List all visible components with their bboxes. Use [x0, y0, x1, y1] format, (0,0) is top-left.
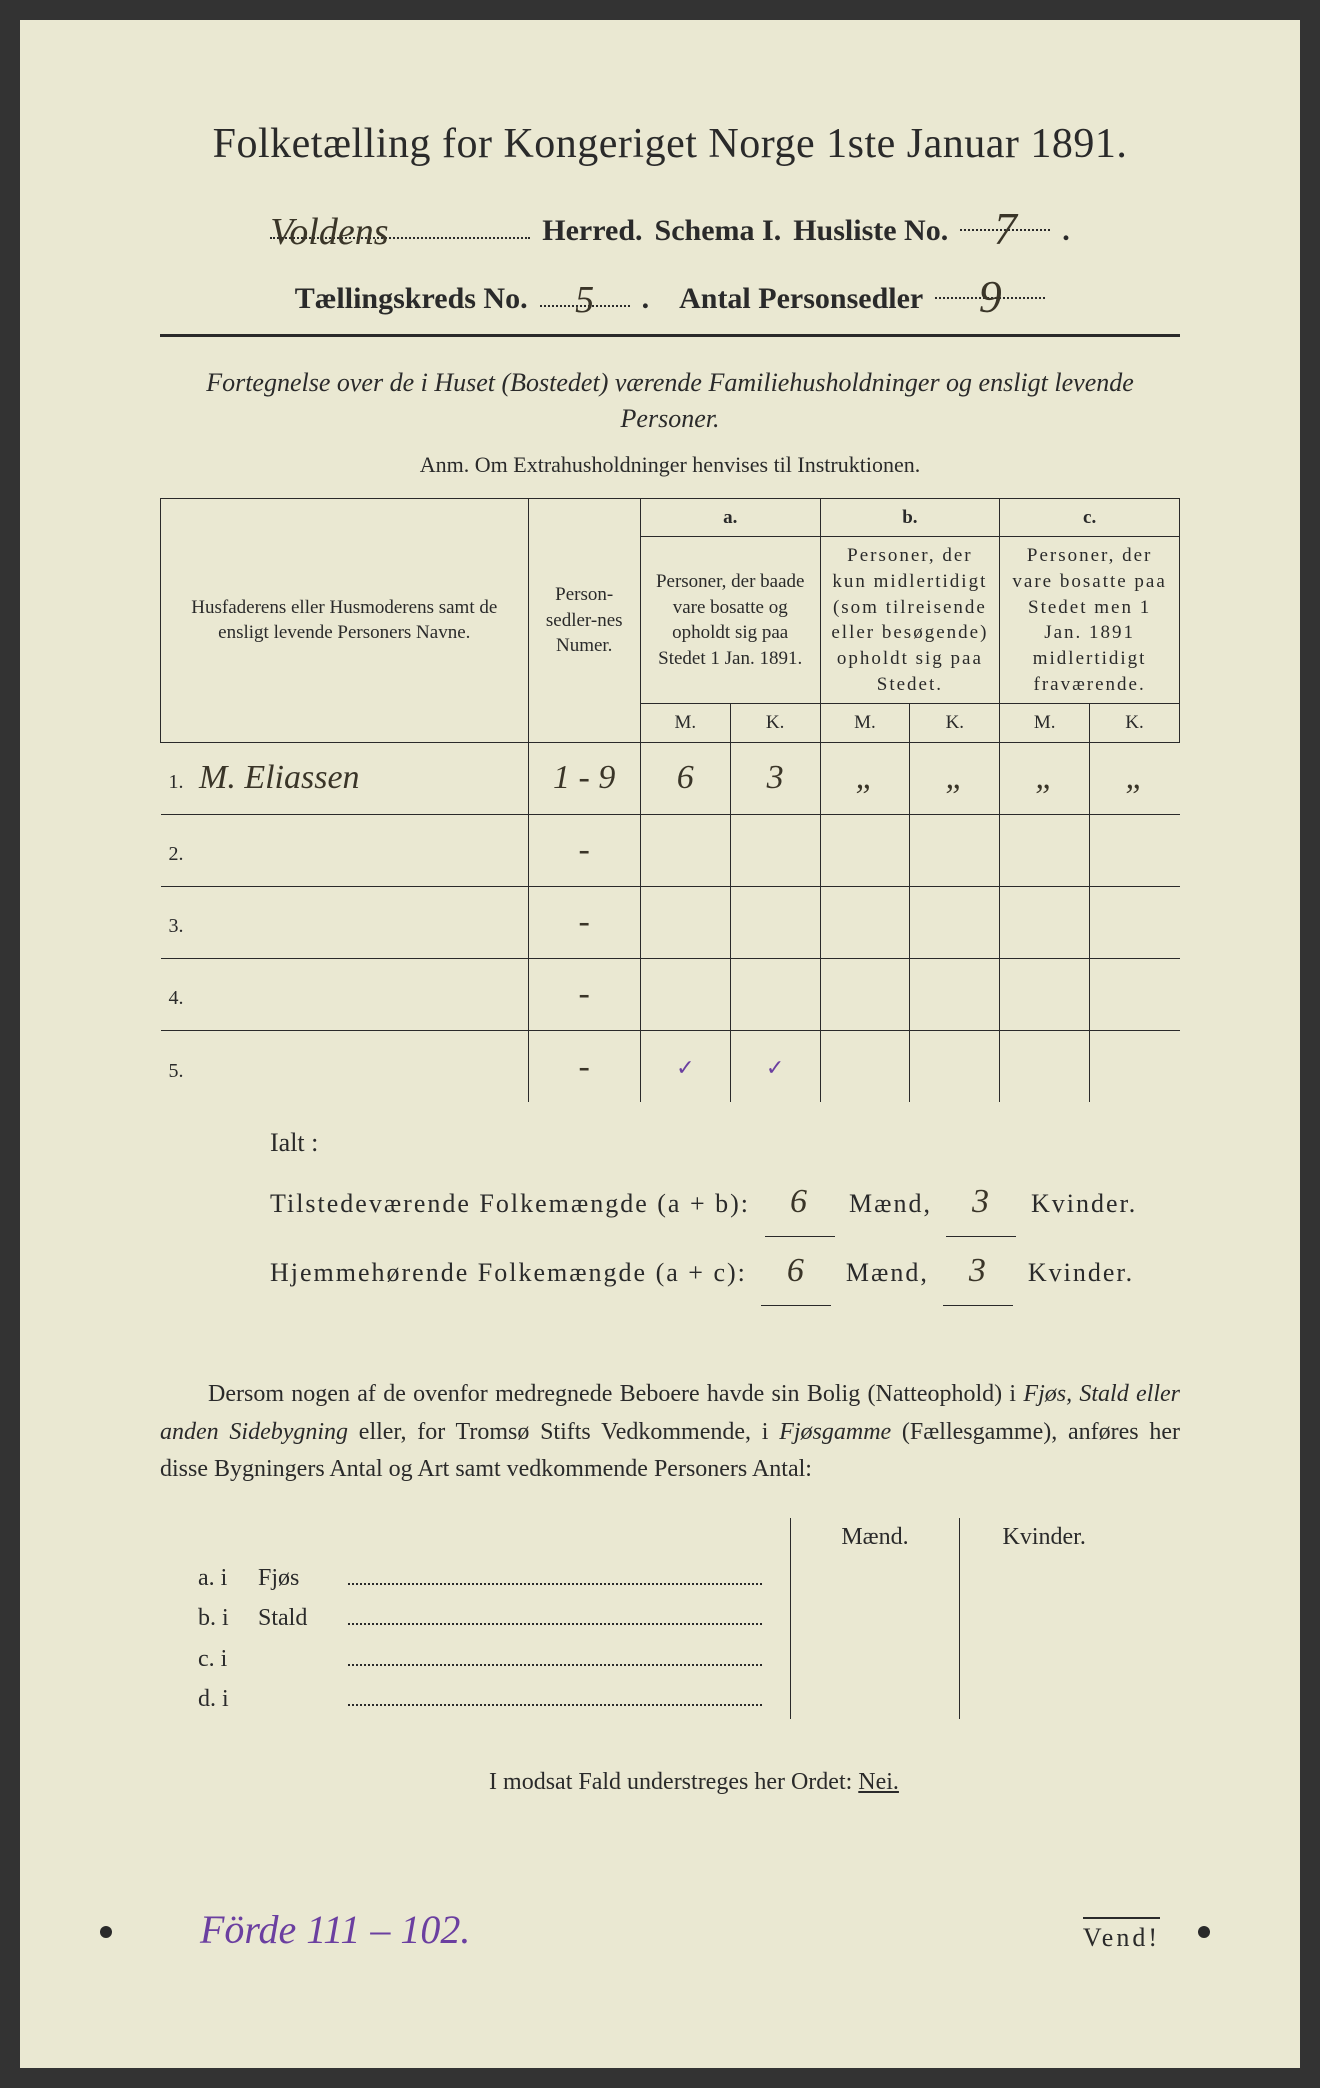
- kreds-value: 5: [575, 279, 594, 321]
- lower-kvinder-header: Kvinder.: [959, 1518, 1128, 1557]
- a-k-header: K.: [730, 704, 820, 743]
- col-name-header: Husfaderens eller Husmoderens samt de en…: [161, 498, 529, 742]
- outbuilding-row: c. i: [190, 1638, 1128, 1679]
- table-row: 3. -: [161, 886, 1180, 958]
- outbuilding-row: d. i: [190, 1679, 1128, 1720]
- group-c-label: c.: [1000, 498, 1180, 537]
- outbuilding-paragraph: Dersom nogen af de ovenfor medregnede Be…: [160, 1376, 1180, 1488]
- group-b-label: b.: [820, 498, 1000, 537]
- kreds-label: Tællingskreds No.: [295, 282, 528, 316]
- household-table: Husfaderens eller Husmoderens samt de en…: [160, 498, 1180, 1103]
- a-m-header: M.: [640, 704, 730, 743]
- header-line-1: Voldens Herred. Schema I. Husliste No. 7…: [160, 198, 1180, 248]
- c-k-header: K.: [1090, 704, 1180, 743]
- punch-mark-icon: [100, 1926, 112, 1938]
- husliste-value: 7: [994, 203, 1017, 254]
- divider: [160, 334, 1180, 337]
- outbuilding-row: a. iFjøs: [190, 1557, 1128, 1598]
- subtitle: Fortegnelse over de i Huset (Bostedet) v…: [160, 365, 1180, 438]
- nei-line: I modsat Fald understreges her Ordet: Ne…: [160, 1769, 1180, 1796]
- herred-value: Voldens: [270, 211, 388, 253]
- group-a-label: a.: [640, 498, 820, 537]
- table-row: 4. -: [161, 958, 1180, 1030]
- herred-field: Voldens: [270, 206, 530, 239]
- group-b-text: Personer, der kun midlertidigt (som tilr…: [820, 537, 1000, 704]
- sum-resident: Hjemmehørende Folkemængde (a + c): 6 Mæn…: [270, 1237, 1180, 1306]
- table-row: 1. M. Eliassen1 - 963„„„„: [161, 742, 1180, 814]
- annotation-note: Anm. Om Extrahusholdninger henvises til …: [160, 452, 1180, 478]
- outbuilding-row: b. iStald: [190, 1598, 1128, 1639]
- lower-maend-header: Mænd.: [791, 1518, 960, 1557]
- footer-handwriting: Förde 111 – 102.: [200, 1906, 470, 1953]
- husliste-field: 7: [960, 198, 1050, 231]
- group-c-text: Personer, der vare bosatte paa Stedet me…: [1000, 537, 1180, 704]
- herred-label: Herred.: [542, 214, 642, 248]
- punch-mark-icon: [1198, 1926, 1210, 1938]
- schema-label: Schema I.: [655, 214, 782, 248]
- b-m-header: M.: [820, 704, 910, 743]
- table-row: 2. -: [161, 814, 1180, 886]
- sum-present: Tilstedeværende Folkemængde (a + b): 6 M…: [270, 1168, 1180, 1237]
- col-number-header: Person-sedler-nes Numer.: [528, 498, 640, 742]
- ialt-label: Ialt :: [270, 1128, 1180, 1158]
- kreds-field: 5: [540, 274, 630, 307]
- group-a-text: Personer, der baade vare bosatte og opho…: [640, 537, 820, 704]
- outbuilding-table: Mænd. Kvinder. a. iFjøsb. iStaldc. id. i: [190, 1518, 1128, 1719]
- antal-field: 9: [935, 266, 1045, 299]
- page-title: Folketælling for Kongeriget Norge 1ste J…: [160, 120, 1180, 168]
- table-row: 5. -✓✓: [161, 1030, 1180, 1102]
- husliste-label: Husliste No.: [793, 214, 948, 248]
- antal-label: Antal Personsedler: [679, 282, 923, 316]
- antal-value: 9: [979, 271, 1002, 322]
- b-k-header: K.: [910, 704, 1000, 743]
- vend-label: Vend!: [1083, 1917, 1160, 1953]
- census-form-page: Folketælling for Kongeriget Norge 1ste J…: [20, 20, 1300, 2068]
- c-m-header: M.: [1000, 704, 1090, 743]
- header-line-2: Tællingskreds No. 5 . Antal Personsedler…: [160, 266, 1180, 316]
